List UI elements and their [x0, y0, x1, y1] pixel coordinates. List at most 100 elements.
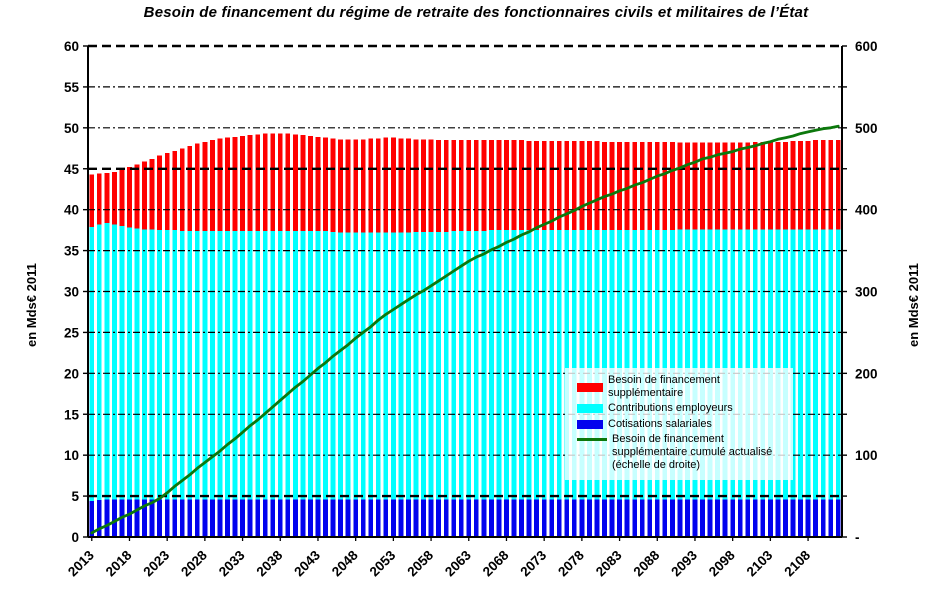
bar-segment [255, 499, 261, 537]
bar-segment [669, 141, 675, 231]
bar-segment [398, 138, 404, 233]
bar-segment [828, 140, 834, 230]
bar-segment [488, 140, 494, 231]
bar-segment [752, 499, 758, 537]
bar-segment [707, 229, 713, 500]
bar-segment [413, 499, 419, 537]
chart-title: Besoin de financement du régime de retra… [143, 4, 809, 21]
bar-segment [187, 145, 193, 231]
legend: Besoin de financement supplémentaire Con… [565, 368, 793, 480]
bar-segment [451, 499, 457, 537]
bar-segment [345, 139, 351, 233]
left-axis-tick-label: 50 [64, 121, 79, 136]
gridlines-group [88, 44, 842, 498]
bar-segment [421, 139, 426, 232]
left-axis-tick-label: 30 [64, 285, 79, 300]
bar-segment [504, 140, 509, 231]
bar-segment [353, 139, 359, 233]
bar-segment [647, 141, 653, 231]
bar-segment [617, 230, 622, 500]
bar-segment [511, 230, 517, 500]
left-axis-title: en Mds€ 2011 [24, 263, 39, 347]
bar-segment [767, 499, 773, 537]
bar-segment [737, 142, 743, 230]
bar-segment [413, 231, 419, 500]
bar-segment [134, 228, 140, 500]
bar-segment [247, 230, 253, 500]
legend-label: Besoin de financement supplémentaire cum… [612, 432, 773, 471]
bar-segment [752, 229, 758, 500]
left-axis-tick-label: 0 [71, 530, 79, 545]
x-axis-tick-label: 2058 [404, 547, 436, 579]
bar-segment [541, 499, 547, 537]
bar-segment [210, 230, 215, 500]
bar-segment [157, 155, 163, 231]
bar-segment [669, 499, 675, 537]
bar-segment [308, 136, 313, 231]
bar-segment [187, 230, 193, 500]
bar-segment [519, 230, 524, 500]
bar-segment [647, 499, 653, 537]
bar-segment [639, 499, 645, 537]
x-axis-tick-label: 2028 [178, 547, 210, 579]
bar-segment [534, 230, 540, 500]
left-axis-tick-label: 15 [64, 407, 80, 422]
bar-segment [398, 499, 404, 537]
bar-segment [202, 499, 208, 537]
bar-segment [127, 167, 132, 228]
legend-swatch-green-line [577, 437, 607, 441]
bar-segment [383, 499, 389, 537]
x-axis-tick-label: 2023 [140, 547, 172, 579]
bar-segment [96, 224, 102, 501]
bar-segment [202, 230, 208, 500]
bar-segment [451, 230, 457, 500]
bar-segment [602, 230, 607, 500]
bar-segment [473, 499, 479, 537]
bar-segment [579, 499, 585, 537]
bar-segment [805, 140, 811, 230]
bar-segment [127, 227, 132, 500]
bar-segment [436, 499, 442, 537]
bar-segment [390, 232, 396, 500]
bar-segment [534, 140, 540, 231]
bar-segment [790, 229, 796, 500]
bar-segment [428, 499, 434, 537]
x-axis-tick-label: 2078 [555, 547, 587, 579]
bar-segment [790, 140, 796, 230]
left-axis-labels: 0 5 10 15 20 25 30 35 40 45 50 55 60 [64, 39, 80, 545]
bar-segment [338, 232, 343, 500]
bar-segment [149, 499, 155, 537]
bar-segment [609, 141, 615, 231]
right-axis-tick-label: 200 [855, 366, 878, 381]
bar-segment [255, 134, 261, 231]
bar-segment [571, 499, 577, 537]
bar-segment [127, 499, 132, 537]
bar-segment [428, 139, 434, 232]
bar-segment [835, 499, 841, 537]
x-axis-tick-label: 2093 [668, 547, 700, 579]
bar-segment [353, 232, 359, 500]
right-axis-tick-label: 300 [855, 285, 878, 300]
x-axis-tick-label: 2048 [329, 547, 361, 579]
bar-segment [798, 499, 803, 537]
cumulative-line-series [90, 124, 840, 535]
bar-segment [179, 499, 185, 537]
left-axis-tick-label: 40 [64, 203, 79, 218]
bar-segment [240, 136, 245, 231]
left-axis-ticks [83, 45, 88, 538]
bar-segment [556, 230, 562, 500]
bar-segment [285, 133, 291, 231]
bar-segment [179, 230, 185, 500]
bar-segment [760, 229, 766, 500]
bar-segment [134, 164, 140, 229]
bar-segment [345, 232, 351, 500]
bar-segment [232, 499, 238, 537]
bar-segment [458, 230, 464, 500]
bar-segment [157, 230, 163, 500]
bar-segment [443, 499, 449, 537]
bar-segment [730, 499, 736, 537]
bar-segment [488, 499, 494, 537]
bar-segment [594, 499, 600, 537]
bar-segment [481, 230, 487, 500]
